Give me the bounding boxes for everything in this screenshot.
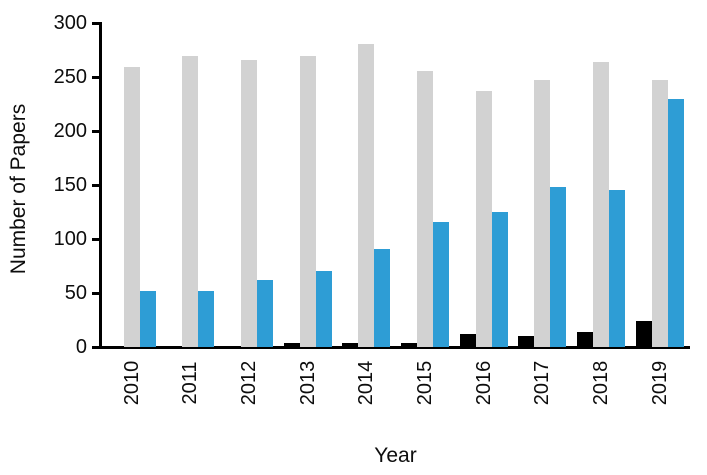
gray-series-bar-2014 [358, 44, 375, 347]
bar-group-2012 [225, 60, 273, 347]
y-tick-label: 250 [53, 66, 87, 88]
bar-group-2018 [577, 62, 626, 347]
blue-series-bar-2013 [315, 271, 332, 347]
bar-group-2015 [401, 71, 449, 347]
black-series-bar-2013 [283, 343, 300, 347]
x-tick-label-2010: 2010 [120, 360, 143, 406]
y-tick-mark [92, 237, 100, 241]
y-tick-mark [92, 129, 100, 133]
y-tick-label: 150 [53, 174, 87, 196]
y-tick-mark [92, 75, 100, 79]
blue-series-bar-2018 [609, 190, 626, 347]
bar-group-2016 [459, 91, 508, 347]
x-tick-label-2012: 2012 [237, 360, 260, 406]
y-axis-line [99, 22, 102, 349]
blue-series-bar-2010 [139, 291, 156, 347]
y-tick-label: 300 [53, 12, 87, 34]
black-series-bar-2017 [518, 336, 535, 347]
blue-series-bar-2012 [256, 280, 273, 347]
gray-series-bar-2011 [182, 56, 199, 347]
bar-group-2017 [518, 80, 567, 347]
x-axis-title: Year [374, 444, 417, 467]
bar-group-2010 [108, 67, 156, 347]
y-tick-mark [92, 21, 100, 25]
y-tick-label: 100 [53, 228, 87, 250]
blue-series-bar-2017 [550, 187, 567, 347]
x-tick-label-2019: 2019 [648, 360, 671, 406]
y-tick-label: 0 [75, 336, 87, 358]
x-tick-label-2011: 2011 [179, 361, 202, 405]
gray-series-bar-2012 [240, 60, 257, 347]
x-axis-line [92, 346, 690, 349]
x-tick-label-2013: 2013 [296, 360, 319, 406]
x-tick-label-2018: 2018 [590, 360, 613, 406]
blue-series-bar-2015 [433, 222, 449, 347]
blue-series-bar-2016 [491, 212, 508, 347]
blue-series-bar-2011 [198, 291, 215, 347]
bar-group-2013 [283, 56, 332, 347]
bar-group-2019 [635, 80, 684, 347]
blue-series-bar-2019 [667, 99, 684, 347]
bar-group-2014 [342, 44, 391, 347]
gray-series-bar-2015 [417, 71, 433, 347]
gray-series-bar-2017 [534, 80, 551, 347]
gray-series-bar-2019 [651, 80, 668, 347]
black-series-bar-2016 [459, 334, 476, 347]
y-tick-mark [92, 291, 100, 295]
x-tick-label-2015: 2015 [414, 360, 436, 406]
blue-series-bar-2014 [374, 249, 391, 347]
black-series-bar-2018 [577, 332, 594, 347]
x-tick-label-2014: 2014 [355, 360, 378, 406]
y-tick-mark [92, 183, 100, 187]
bar-group-2011 [166, 56, 215, 347]
y-tick-label: 200 [53, 120, 87, 142]
black-series-bar-2014 [342, 343, 359, 347]
x-tick-label-2016: 2016 [472, 360, 495, 406]
x-tick-label-2017: 2017 [531, 360, 554, 406]
gray-series-bar-2010 [123, 67, 140, 347]
black-series-bar-2015 [401, 343, 417, 347]
y-tick-mark [92, 345, 100, 349]
black-series-bar-2019 [635, 321, 652, 347]
gray-series-bar-2013 [299, 56, 316, 347]
y-tick-label: 50 [64, 282, 87, 304]
gray-series-bar-2016 [475, 91, 492, 347]
gray-series-bar-2018 [593, 62, 610, 347]
